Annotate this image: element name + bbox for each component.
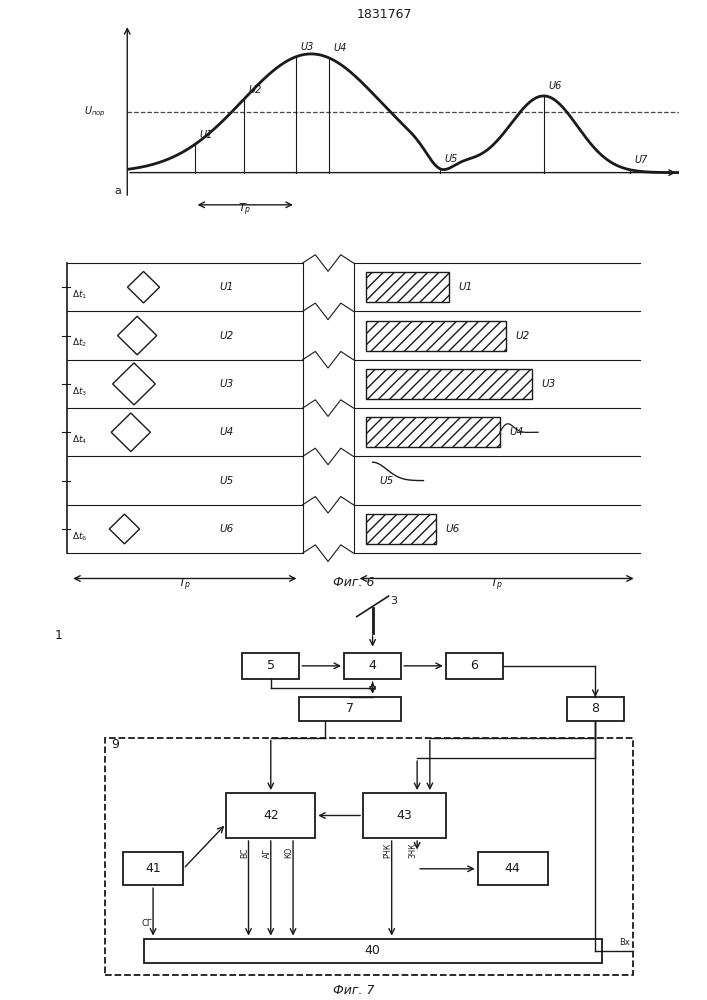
Text: U2: U2 xyxy=(248,85,262,95)
Bar xyxy=(366,321,506,351)
Text: U1: U1 xyxy=(199,130,212,140)
Bar xyxy=(300,697,402,721)
Text: 1831767: 1831767 xyxy=(357,8,412,21)
Text: 8: 8 xyxy=(591,702,600,715)
Text: U7: U7 xyxy=(634,155,648,165)
Text: $T_р$: $T_р$ xyxy=(238,202,252,218)
Text: 41: 41 xyxy=(145,862,161,875)
Text: 1: 1 xyxy=(54,629,62,642)
Text: РЧК: РЧК xyxy=(383,843,392,858)
Text: U3: U3 xyxy=(542,379,556,389)
Bar xyxy=(144,938,602,963)
Text: 9: 9 xyxy=(112,738,119,751)
Bar xyxy=(363,793,446,838)
Bar xyxy=(226,793,315,838)
Bar xyxy=(105,738,633,975)
Text: 43: 43 xyxy=(397,809,412,822)
Text: U5: U5 xyxy=(444,154,457,164)
Text: U3: U3 xyxy=(300,42,313,52)
Text: U3: U3 xyxy=(219,379,233,389)
Text: U6: U6 xyxy=(219,524,233,534)
Text: 40: 40 xyxy=(365,944,380,957)
Text: 44: 44 xyxy=(505,862,520,875)
Text: $\Delta t_6$: $\Delta t_6$ xyxy=(72,530,88,543)
Text: U1: U1 xyxy=(459,282,473,292)
Text: U2: U2 xyxy=(516,331,530,341)
Bar xyxy=(446,653,503,679)
Text: $U_{пор}$: $U_{пор}$ xyxy=(84,104,106,119)
Text: U6: U6 xyxy=(548,81,561,91)
Text: 7: 7 xyxy=(346,702,354,715)
Text: СГ: СГ xyxy=(141,919,153,928)
Text: 42: 42 xyxy=(263,809,279,822)
Text: U5: U5 xyxy=(379,476,393,486)
Text: Фиг. 7: Фиг. 7 xyxy=(333,984,374,997)
Text: U6: U6 xyxy=(446,524,460,534)
Text: 6: 6 xyxy=(470,659,479,672)
Bar xyxy=(243,653,300,679)
Text: ЗЧК: ЗЧК xyxy=(409,843,418,858)
Bar xyxy=(366,272,449,302)
Text: ВС: ВС xyxy=(240,848,249,858)
Bar xyxy=(366,369,532,399)
Text: U1: U1 xyxy=(219,282,233,292)
Text: АГ: АГ xyxy=(262,849,271,858)
Text: 4: 4 xyxy=(368,659,377,672)
Bar xyxy=(344,653,402,679)
Text: U5: U5 xyxy=(219,476,233,486)
Text: U4: U4 xyxy=(219,427,233,437)
Text: а: а xyxy=(115,186,122,196)
Text: $\Delta t_4$: $\Delta t_4$ xyxy=(72,433,88,446)
Bar xyxy=(366,417,500,447)
Text: U4: U4 xyxy=(334,43,347,53)
Text: 5: 5 xyxy=(267,659,275,672)
Text: U2: U2 xyxy=(219,331,233,341)
Text: $\Delta t_3$: $\Delta t_3$ xyxy=(72,385,88,398)
Bar xyxy=(478,852,548,885)
Text: КО: КО xyxy=(285,847,293,858)
Text: $\Delta t_1$: $\Delta t_1$ xyxy=(72,288,88,301)
Text: U4: U4 xyxy=(510,427,524,437)
Text: $T_р$: $T_р$ xyxy=(490,577,503,593)
Bar xyxy=(123,852,183,885)
Text: Фиг. 6: Фиг. 6 xyxy=(333,576,374,589)
Bar xyxy=(567,697,624,721)
Text: $T_р$: $T_р$ xyxy=(178,577,192,593)
Text: $\Delta t_2$: $\Delta t_2$ xyxy=(72,337,88,349)
Bar xyxy=(366,514,436,544)
Text: Вх: Вх xyxy=(619,938,631,947)
Text: 3: 3 xyxy=(390,596,397,606)
